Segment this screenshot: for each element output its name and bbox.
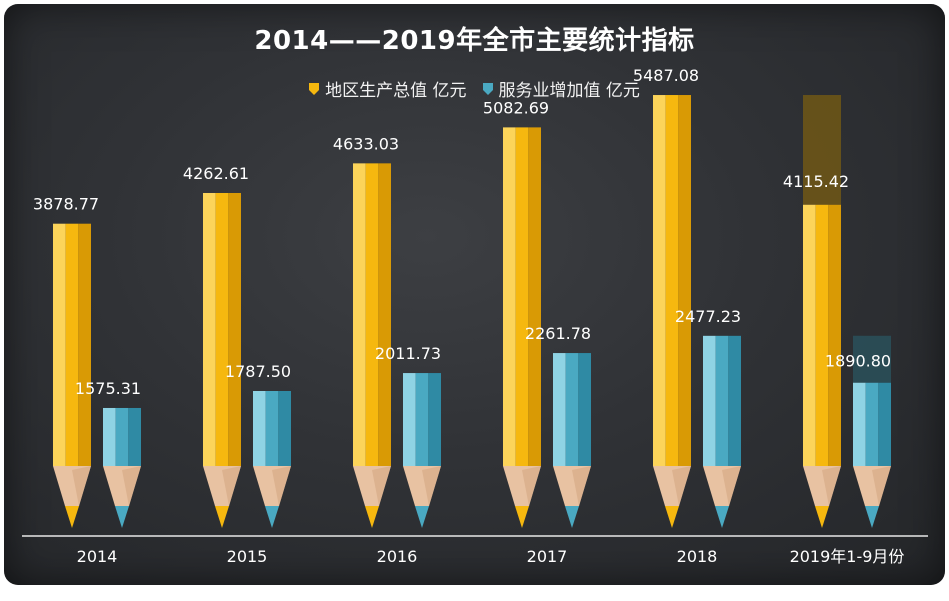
category-label: 2015 <box>227 547 268 566</box>
category-label: 2018 <box>677 547 718 566</box>
value-label: 1890.80 <box>825 352 891 371</box>
pencil-bar[interactable] <box>253 391 291 528</box>
value-label: 4115.42 <box>783 172 849 191</box>
value-label: 5487.08 <box>633 66 699 85</box>
pencil-bar[interactable] <box>553 353 591 528</box>
value-label: 1575.31 <box>75 379 141 398</box>
pencil-bar-chart: 3878.77 1575.31 2014 4262.61 1787.50 2015 4633… <box>22 66 928 566</box>
value-label: 2011.73 <box>375 344 441 363</box>
pencil-yellow-icon <box>309 82 320 95</box>
pencil-bar[interactable] <box>503 127 541 528</box>
value-label: 1787.50 <box>225 362 291 381</box>
pencil-bar[interactable] <box>653 95 691 528</box>
legend: 地区生产总值 亿元 服务业增加值 亿元 <box>4 76 945 101</box>
value-label: 2261.78 <box>525 324 591 343</box>
category-label: 2019年1-9月份 <box>790 547 905 566</box>
chart-title: 2014——2019年全市主要统计指标 <box>254 26 695 56</box>
value-label: 4633.03 <box>333 134 399 153</box>
pencil-bar[interactable] <box>703 335 741 528</box>
legend-item-gdp[interactable]: 地区生产总值 亿元 <box>309 76 467 101</box>
pencil-bar[interactable] <box>403 373 441 528</box>
chart-board: 2014——2019年全市主要统计指标 地区生产总值 亿元 服务业增加值 亿元 … <box>4 4 945 585</box>
category-label: 2014 <box>77 547 118 566</box>
pencil-blue-icon <box>482 82 493 95</box>
legend-item-services[interactable]: 服务业增加值 亿元 <box>482 76 640 101</box>
legend-label-gdp: 地区生产总值 亿元 <box>325 81 467 101</box>
pencil-bar[interactable] <box>203 192 241 528</box>
legend-label-services: 服务业增加值 亿元 <box>498 81 640 101</box>
pencil-bar[interactable] <box>853 335 891 528</box>
pencil-bar[interactable] <box>53 223 91 528</box>
value-label: 2477.23 <box>675 307 741 326</box>
pencil-bar[interactable] <box>103 407 141 528</box>
value-label: 5082.69 <box>483 98 549 117</box>
category-label: 2017 <box>527 547 568 566</box>
pencil-bar[interactable] <box>353 163 391 528</box>
pencil-bar[interactable] <box>803 95 841 528</box>
value-label: 3878.77 <box>33 195 99 214</box>
value-label: 4262.61 <box>183 164 249 183</box>
category-label: 2016 <box>377 547 418 566</box>
